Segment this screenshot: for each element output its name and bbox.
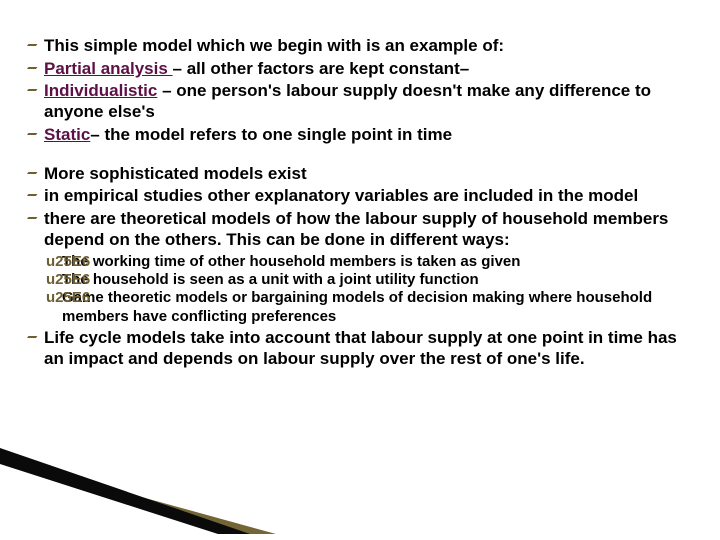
- bullet-text: This simple model which we begin with is…: [44, 36, 504, 55]
- list-item: Partial analysis – all other factors are…: [24, 59, 684, 80]
- bullet-text: – all other factors are kept constant–: [173, 59, 470, 78]
- spacer: [24, 148, 684, 162]
- sub-list: The working time of other household memb…: [44, 253, 684, 326]
- slide-body: This simple model which we begin with is…: [0, 0, 720, 540]
- list-item: Static– the model refers to one single p…: [24, 125, 684, 146]
- bullet-text: More sophisticated models exist: [44, 164, 307, 183]
- sub-list-item: The working time of other household memb…: [44, 253, 684, 271]
- list-item: More sophisticated models exist: [24, 164, 684, 185]
- sub-list-item: The household is seen as a unit with a j…: [44, 271, 684, 289]
- sub-bullet-text: Game theoretic models or bargaining mode…: [62, 289, 652, 324]
- main-list: This simple model which we begin with is…: [24, 36, 684, 369]
- list-item: This simple model which we begin with is…: [24, 36, 684, 57]
- sub-list-item: Game theoretic models or bargaining mode…: [44, 289, 684, 326]
- deco-svg: [0, 424, 280, 534]
- list-item: Individualistic – one person's labour su…: [24, 81, 684, 122]
- sub-bullet-text: The working time of other household memb…: [62, 253, 520, 270]
- list-item: there are theoretical models of how the …: [24, 209, 684, 326]
- bullet-text: – the model refers to one single point i…: [90, 125, 452, 144]
- bullet-text: in empirical studies other explanatory v…: [44, 186, 638, 205]
- sub-bullet-text: The household is seen as a unit with a j…: [62, 271, 479, 288]
- corner-decoration: [0, 424, 280, 534]
- list-item: Life cycle models take into account that…: [24, 328, 684, 369]
- term-static: Static: [44, 125, 90, 144]
- term-individualistic: Individualistic: [44, 81, 157, 100]
- list-item: in empirical studies other explanatory v…: [24, 186, 684, 207]
- bullet-text: Life cycle models take into account that…: [44, 328, 677, 368]
- bullet-text: there are theoretical models of how the …: [44, 209, 668, 249]
- term-partial-analysis: Partial analysis: [44, 59, 173, 78]
